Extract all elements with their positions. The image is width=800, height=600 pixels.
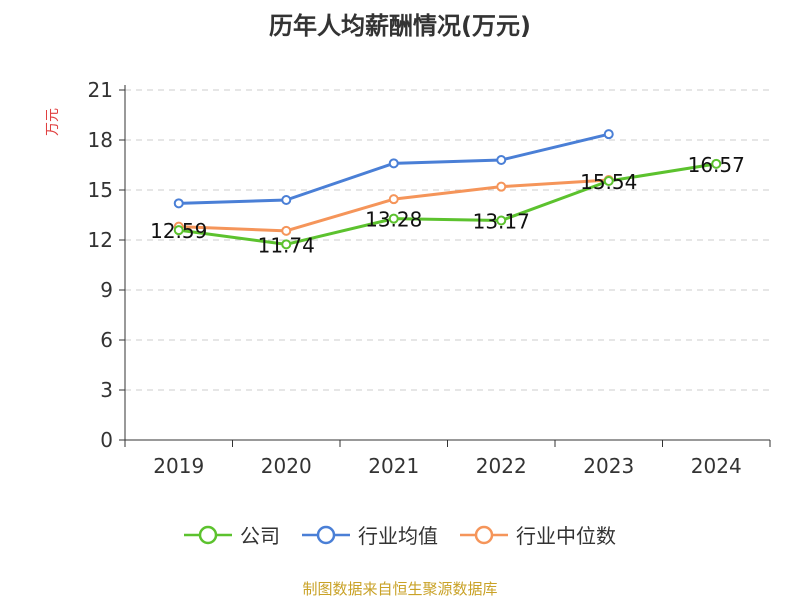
legend-swatch	[302, 525, 350, 544]
data-point	[281, 195, 292, 205]
data-label: 12.59	[150, 219, 207, 243]
x-tick-label: 2022	[476, 454, 527, 478]
y-tick-label: 15	[88, 178, 113, 202]
legend-item[interactable]: 行业均值	[302, 520, 438, 549]
data-point	[173, 225, 184, 236]
legend-item[interactable]: 行业中位数	[460, 520, 616, 549]
data-label: 13.28	[365, 208, 422, 232]
data-point	[496, 215, 507, 226]
chart-title: 历年人均薪酬情况(万元)	[269, 12, 531, 40]
data-point	[388, 194, 399, 205]
data-point	[173, 198, 184, 209]
x-tick-label: 2019	[153, 454, 204, 478]
x-tick-label: 2024	[691, 454, 742, 478]
data-label: 16.57	[688, 153, 745, 177]
data-point	[711, 158, 722, 169]
series-line	[178, 162, 717, 246]
data-label: 13.17	[473, 210, 530, 234]
y-tick-label: 3	[100, 378, 113, 402]
legend-label: 公司	[240, 524, 280, 548]
x-tick-label: 2023	[583, 454, 634, 478]
legend: 公司 行业均值 行业中位数	[0, 520, 800, 549]
data-point	[603, 129, 614, 140]
x-tick-label: 2020	[261, 454, 312, 478]
legend-swatch	[460, 525, 508, 544]
data-point	[388, 158, 399, 169]
series-line	[178, 132, 610, 205]
data-point	[603, 176, 614, 186]
y-tick-label: 6	[100, 328, 113, 352]
data-point	[281, 225, 292, 236]
legend-label: 行业中位数	[516, 524, 616, 548]
y-tick-label: 0	[100, 428, 113, 452]
data-point	[496, 181, 507, 192]
y-tick-label: 21	[88, 78, 113, 102]
y-tick-label: 9	[100, 278, 113, 302]
data-label: 11.74	[258, 233, 315, 257]
y-tick-label: 12	[88, 228, 113, 252]
data-label: 15.54	[580, 170, 637, 194]
x-tick-label: 2021	[368, 454, 419, 478]
source-note: 制图数据来自恒生聚源数据库	[302, 580, 498, 598]
legend-swatch	[184, 525, 232, 544]
legend-item[interactable]: 公司	[184, 520, 280, 549]
y-tick-label: 18	[88, 128, 113, 152]
data-point	[281, 239, 292, 250]
data-point	[496, 155, 507, 165]
data-point	[388, 213, 399, 224]
legend-label: 行业均值	[358, 524, 438, 548]
